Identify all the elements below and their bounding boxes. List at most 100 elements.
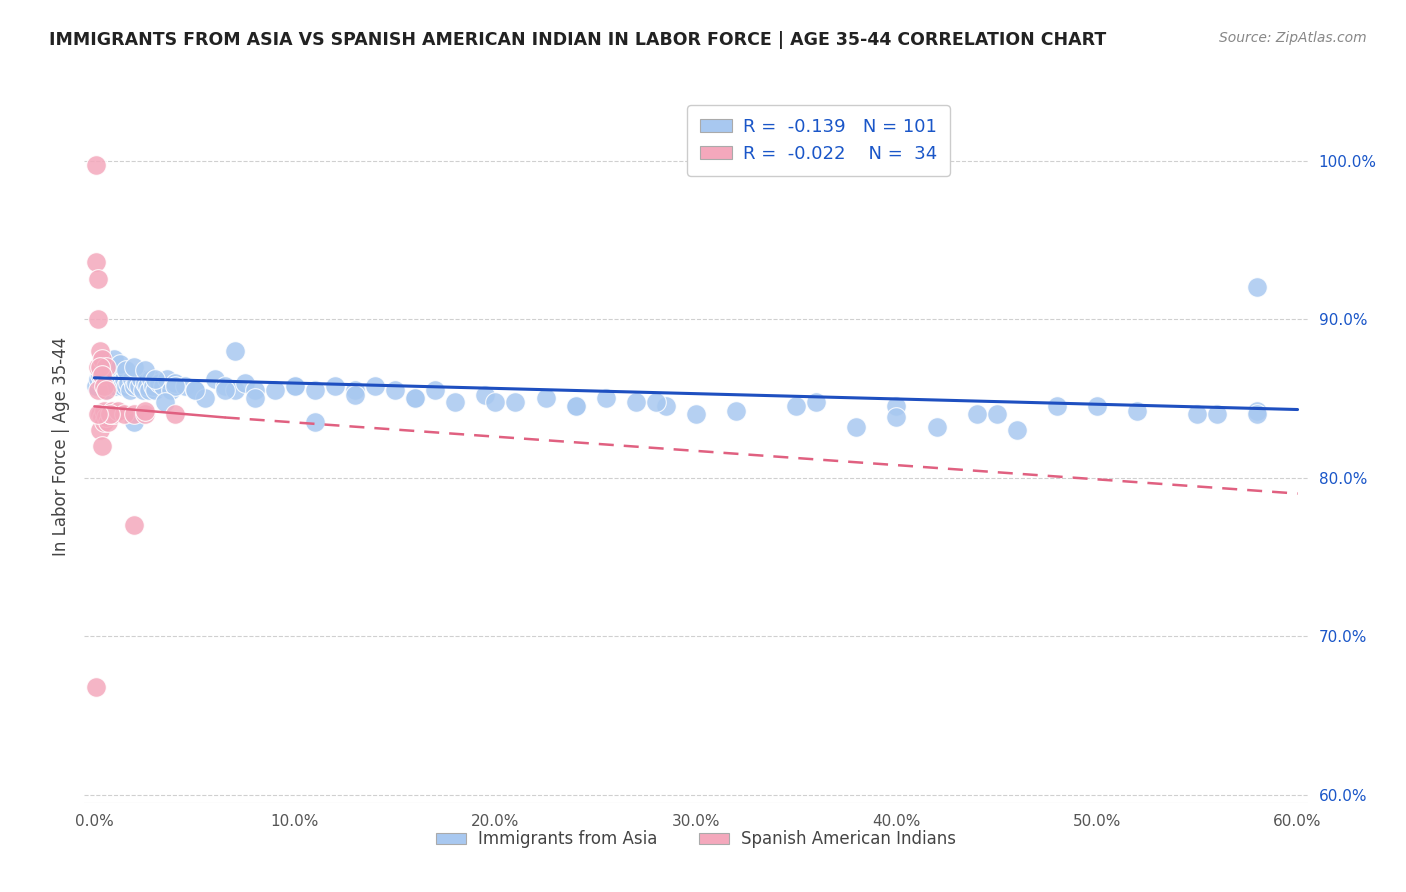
Point <box>224 343 246 358</box>
Point <box>105 378 128 392</box>
Point <box>344 384 367 398</box>
Point <box>89 423 111 437</box>
Point <box>96 384 118 398</box>
Point <box>1246 280 1268 294</box>
Point <box>89 368 111 382</box>
Point <box>101 378 124 392</box>
Point <box>87 272 110 286</box>
Point <box>86 158 108 172</box>
Point <box>595 392 617 406</box>
Point <box>87 372 110 386</box>
Point <box>134 404 156 418</box>
Point <box>323 378 346 392</box>
Point <box>143 372 166 386</box>
Point <box>564 400 586 414</box>
Point <box>93 351 115 366</box>
Point <box>131 384 153 398</box>
Point <box>725 404 748 418</box>
Point <box>114 407 136 421</box>
Point <box>224 384 246 398</box>
Point <box>304 384 326 398</box>
Point <box>93 404 115 418</box>
Point <box>117 376 139 390</box>
Point <box>121 372 143 386</box>
Point <box>93 415 115 429</box>
Point <box>134 376 156 390</box>
Point <box>96 410 118 425</box>
Point <box>124 415 146 429</box>
Point <box>1206 407 1229 421</box>
Point <box>91 410 114 425</box>
Point <box>484 394 506 409</box>
Point <box>143 384 166 398</box>
Point <box>103 351 125 366</box>
Text: IMMIGRANTS FROM ASIA VS SPANISH AMERICAN INDIAN IN LABOR FORCE | AGE 35-44 CORRE: IMMIGRANTS FROM ASIA VS SPANISH AMERICAN… <box>49 31 1107 49</box>
Point <box>284 378 307 392</box>
Point <box>534 392 557 406</box>
Point <box>135 378 157 392</box>
Point <box>103 376 125 390</box>
Point <box>97 359 120 374</box>
Point <box>214 378 236 392</box>
Point <box>243 392 266 406</box>
Point <box>344 388 367 402</box>
Point <box>505 394 527 409</box>
Point <box>152 378 174 392</box>
Point <box>89 343 111 358</box>
Point <box>1005 423 1028 437</box>
Point <box>86 378 108 392</box>
Point <box>87 384 110 398</box>
Point <box>163 407 186 421</box>
Point <box>444 394 467 409</box>
Y-axis label: In Labor Force | Age 35-44: In Labor Force | Age 35-44 <box>52 336 70 556</box>
Point <box>86 255 108 269</box>
Point <box>194 392 217 406</box>
Point <box>304 415 326 429</box>
Point <box>163 378 186 392</box>
Point <box>96 359 118 374</box>
Point <box>806 394 828 409</box>
Point <box>159 384 181 398</box>
Point <box>845 420 868 434</box>
Point <box>91 351 114 366</box>
Legend: Immigrants from Asia, Spanish American Indians: Immigrants from Asia, Spanish American I… <box>430 824 962 855</box>
Point <box>103 407 125 421</box>
Point <box>243 384 266 398</box>
Point <box>89 407 111 421</box>
Point <box>100 372 122 386</box>
Point <box>183 384 205 398</box>
Point <box>384 384 406 398</box>
Point <box>91 376 114 390</box>
Point <box>284 378 307 392</box>
Point <box>110 357 132 371</box>
Point <box>644 394 666 409</box>
Point <box>1246 407 1268 421</box>
Text: Source: ZipAtlas.com: Source: ZipAtlas.com <box>1219 31 1367 45</box>
Point <box>1046 400 1069 414</box>
Point <box>404 392 426 406</box>
Point <box>925 420 948 434</box>
Point <box>163 376 186 390</box>
Point <box>173 378 195 392</box>
Point <box>138 384 160 398</box>
Point <box>86 680 108 694</box>
Point <box>120 384 142 398</box>
Point <box>115 378 138 392</box>
Point <box>124 378 146 392</box>
Point <box>364 378 387 392</box>
Point <box>100 407 122 421</box>
Point <box>685 407 707 421</box>
Point <box>141 378 163 392</box>
Point <box>110 376 132 390</box>
Point <box>96 384 118 398</box>
Point <box>124 407 146 421</box>
Point <box>886 400 908 414</box>
Point <box>474 388 496 402</box>
Point <box>87 407 110 421</box>
Point <box>966 407 988 421</box>
Point <box>91 368 114 382</box>
Point <box>87 359 110 374</box>
Point <box>1126 404 1149 418</box>
Point <box>785 400 807 414</box>
Point <box>425 384 447 398</box>
